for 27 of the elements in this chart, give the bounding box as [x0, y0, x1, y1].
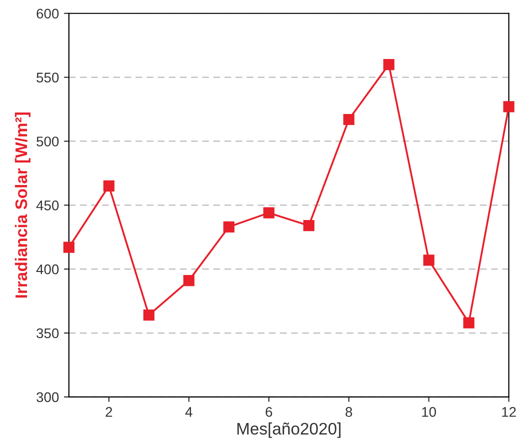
x-tick-label: 10 [422, 407, 436, 417]
point [63, 242, 74, 253]
point [463, 317, 474, 328]
point [263, 207, 274, 218]
point [503, 101, 514, 112]
point [383, 58, 394, 70]
x-tick-label: 2 [106, 407, 112, 417]
y-tick-label: 600 [36, 8, 59, 19]
point [303, 220, 314, 232]
x-axis-title: Mes[año2020] [237, 422, 340, 438]
point [423, 254, 434, 266]
y-tick-label: 450 [36, 200, 59, 210]
y-axis-title: Irradiancia Solar [W/m²] [14, 112, 30, 298]
point [343, 114, 354, 126]
x-tick-label: 4 [185, 407, 192, 417]
y-tick-label: 500 [36, 136, 59, 146]
y-tick-label: 350 [36, 328, 59, 338]
x-tick-label: 8 [346, 407, 352, 417]
x-tick-label: 6 [266, 407, 272, 417]
y-tick-label: 400 [36, 264, 59, 274]
x-tick-label: 12 [502, 407, 516, 417]
y-tick-label: 550 [36, 72, 59, 82]
point [143, 310, 154, 321]
y-tick-label: 300 [36, 392, 59, 402]
point [223, 221, 234, 232]
point [103, 180, 114, 192]
point [183, 275, 194, 286]
